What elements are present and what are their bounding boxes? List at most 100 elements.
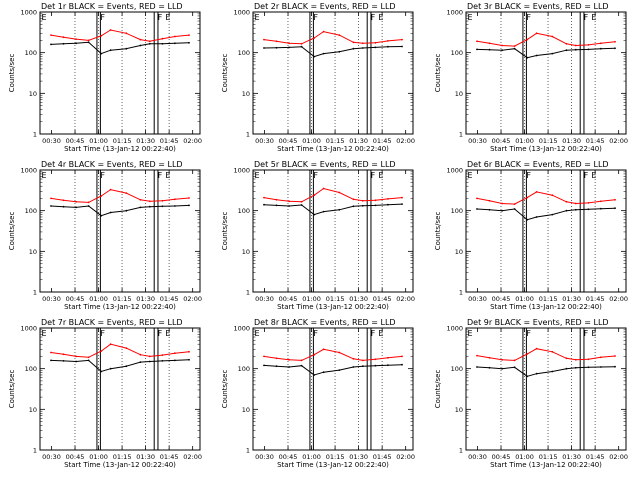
- lld-data-point: [125, 347, 128, 349]
- lld-data-point: [174, 198, 176, 201]
- chart-title: Det 9r BLACK = Events, RED = LLD: [467, 318, 609, 327]
- x-tick-label: 01:00: [302, 453, 321, 461]
- y-tick-label: 100: [451, 207, 463, 215]
- lld-data-point: [501, 202, 503, 205]
- events-data-point: [188, 204, 190, 207]
- events-data-point: [322, 52, 325, 55]
- annotation-marker: F: [100, 13, 105, 22]
- events-data-point: [100, 370, 103, 373]
- x-tick-label: 01:15: [113, 137, 132, 145]
- events-data-point: [125, 47, 128, 50]
- lld-data-point: [322, 187, 325, 190]
- x-tick-label: 00:45: [66, 295, 85, 303]
- lld-data-point: [361, 42, 364, 45]
- events-data-point: [476, 48, 478, 51]
- events-data-point: [551, 213, 554, 216]
- y-tick-label: 1000: [20, 325, 37, 333]
- y-tick-label: 100: [25, 365, 37, 373]
- annotation-marker: E: [468, 171, 473, 180]
- events-data-point: [263, 47, 265, 49]
- x-tick-label: 00:30: [255, 295, 274, 303]
- chart-title: Det 2r BLACK = Events, RED = LLD: [254, 2, 396, 11]
- x-tick-label: 01:30: [349, 453, 368, 461]
- annotation-marker: E: [378, 329, 383, 338]
- x-axis-label: Start Time (13-Jan-12 00:22:40): [490, 461, 602, 469]
- x-tick-label: 00:45: [66, 137, 85, 145]
- events-data-point: [188, 358, 190, 361]
- lld-data-point: [338, 34, 341, 36]
- events-data-point: [62, 42, 65, 45]
- lld-data-point: [600, 356, 602, 359]
- annotation-marker: F: [584, 329, 589, 338]
- events-data-point: [322, 210, 325, 213]
- x-tick-label: 02:00: [609, 137, 628, 145]
- annotation-marker: F: [158, 13, 163, 22]
- events-data-point: [352, 205, 355, 208]
- events-data-point: [614, 207, 616, 210]
- x-tick-label: 01:45: [586, 453, 605, 461]
- events-series-line: [263, 364, 403, 376]
- lld-data-point: [62, 199, 65, 202]
- events-data-point: [109, 211, 112, 214]
- events-data-point: [374, 46, 377, 49]
- y-tick-label: 1000: [233, 167, 250, 175]
- lld-data-point: [565, 357, 568, 360]
- lld-data-point: [352, 357, 355, 360]
- lld-data-point: [374, 199, 377, 202]
- y-tick-label: 1: [459, 447, 463, 455]
- events-series-line: [263, 46, 403, 58]
- events-data-point: [188, 41, 190, 44]
- x-axis-label: Start Time (13-Jan-12 00:22:40): [490, 145, 602, 153]
- events-data-point: [574, 366, 577, 369]
- lld-data-point: [188, 197, 190, 199]
- lld-data-point: [109, 29, 112, 31]
- events-data-point: [352, 47, 355, 50]
- x-tick-label: 01:15: [113, 295, 132, 303]
- y-axis-label: Counts/sec: [221, 54, 229, 93]
- events-data-point: [476, 366, 478, 368]
- plot-frame: [252, 327, 414, 451]
- lld-series-line: [50, 189, 190, 203]
- events-data-point: [587, 366, 590, 369]
- events-data-point: [174, 205, 176, 207]
- lld-data-point: [300, 42, 303, 45]
- chart-title: Det 5r BLACK = Events, RED = LLD: [254, 160, 396, 169]
- y-axis-label: Counts/sec: [8, 370, 16, 409]
- events-data-point: [75, 360, 77, 363]
- lld-data-point: [526, 353, 529, 355]
- events-data-point: [275, 46, 278, 49]
- annotation-marker: F: [371, 171, 376, 180]
- annotation-marker: E: [165, 171, 170, 180]
- y-tick-label: 1: [459, 289, 463, 297]
- lld-data-point: [401, 196, 403, 199]
- lld-data-point: [361, 199, 364, 202]
- events-data-point: [401, 363, 403, 366]
- x-tick-label: 01:15: [326, 137, 345, 145]
- lld-data-point: [501, 44, 503, 47]
- events-data-point: [50, 205, 52, 207]
- lld-data-point: [148, 200, 151, 203]
- lld-data-point: [188, 34, 190, 36]
- lld-data-point: [50, 34, 52, 36]
- annotation-marker: E: [165, 329, 170, 338]
- events-data-point: [401, 203, 403, 206]
- events-series-line: [476, 366, 616, 377]
- annotation-marker: E: [468, 13, 473, 22]
- lld-data-point: [62, 353, 65, 356]
- x-tick-label: 01:45: [160, 295, 179, 303]
- annotation-marker: F: [584, 13, 589, 22]
- x-tick-label: 01:00: [515, 137, 534, 145]
- x-tick-label: 00:30: [42, 453, 61, 461]
- events-data-point: [263, 203, 265, 206]
- events-data-point: [313, 374, 316, 376]
- x-tick-label: 00:45: [492, 453, 511, 461]
- events-data-point: [100, 52, 103, 55]
- lld-series-line: [50, 29, 190, 42]
- x-tick-label: 01:00: [302, 137, 321, 145]
- x-tick-label: 01:45: [373, 137, 392, 145]
- lld-data-point: [352, 198, 355, 201]
- lld-data-point: [401, 38, 403, 41]
- lld-data-point: [174, 352, 176, 355]
